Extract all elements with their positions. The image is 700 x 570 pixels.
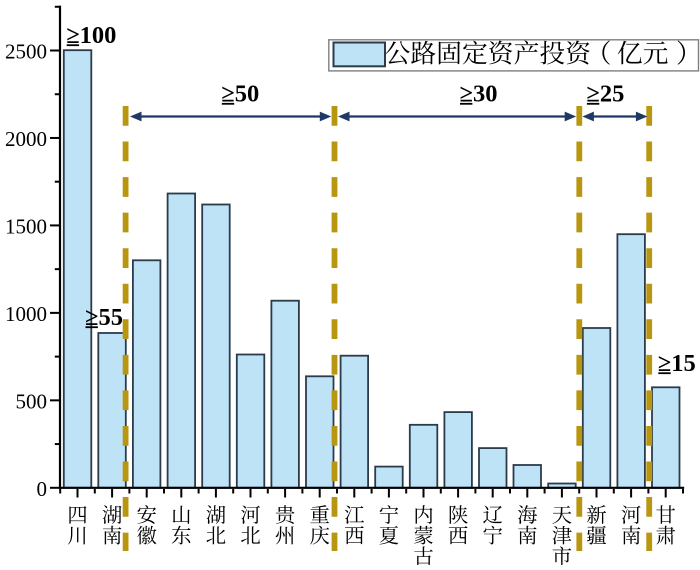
svg-text:1000: 1000 xyxy=(5,302,47,326)
svg-text:≥55: ≥55 xyxy=(85,304,123,331)
svg-text:500: 500 xyxy=(16,390,48,414)
svg-text:1500: 1500 xyxy=(5,215,47,239)
svg-text:≥15: ≥15 xyxy=(658,350,696,377)
svg-text:2500: 2500 xyxy=(5,40,47,64)
svg-text:0: 0 xyxy=(37,477,48,501)
svg-text:2000: 2000 xyxy=(5,127,47,151)
